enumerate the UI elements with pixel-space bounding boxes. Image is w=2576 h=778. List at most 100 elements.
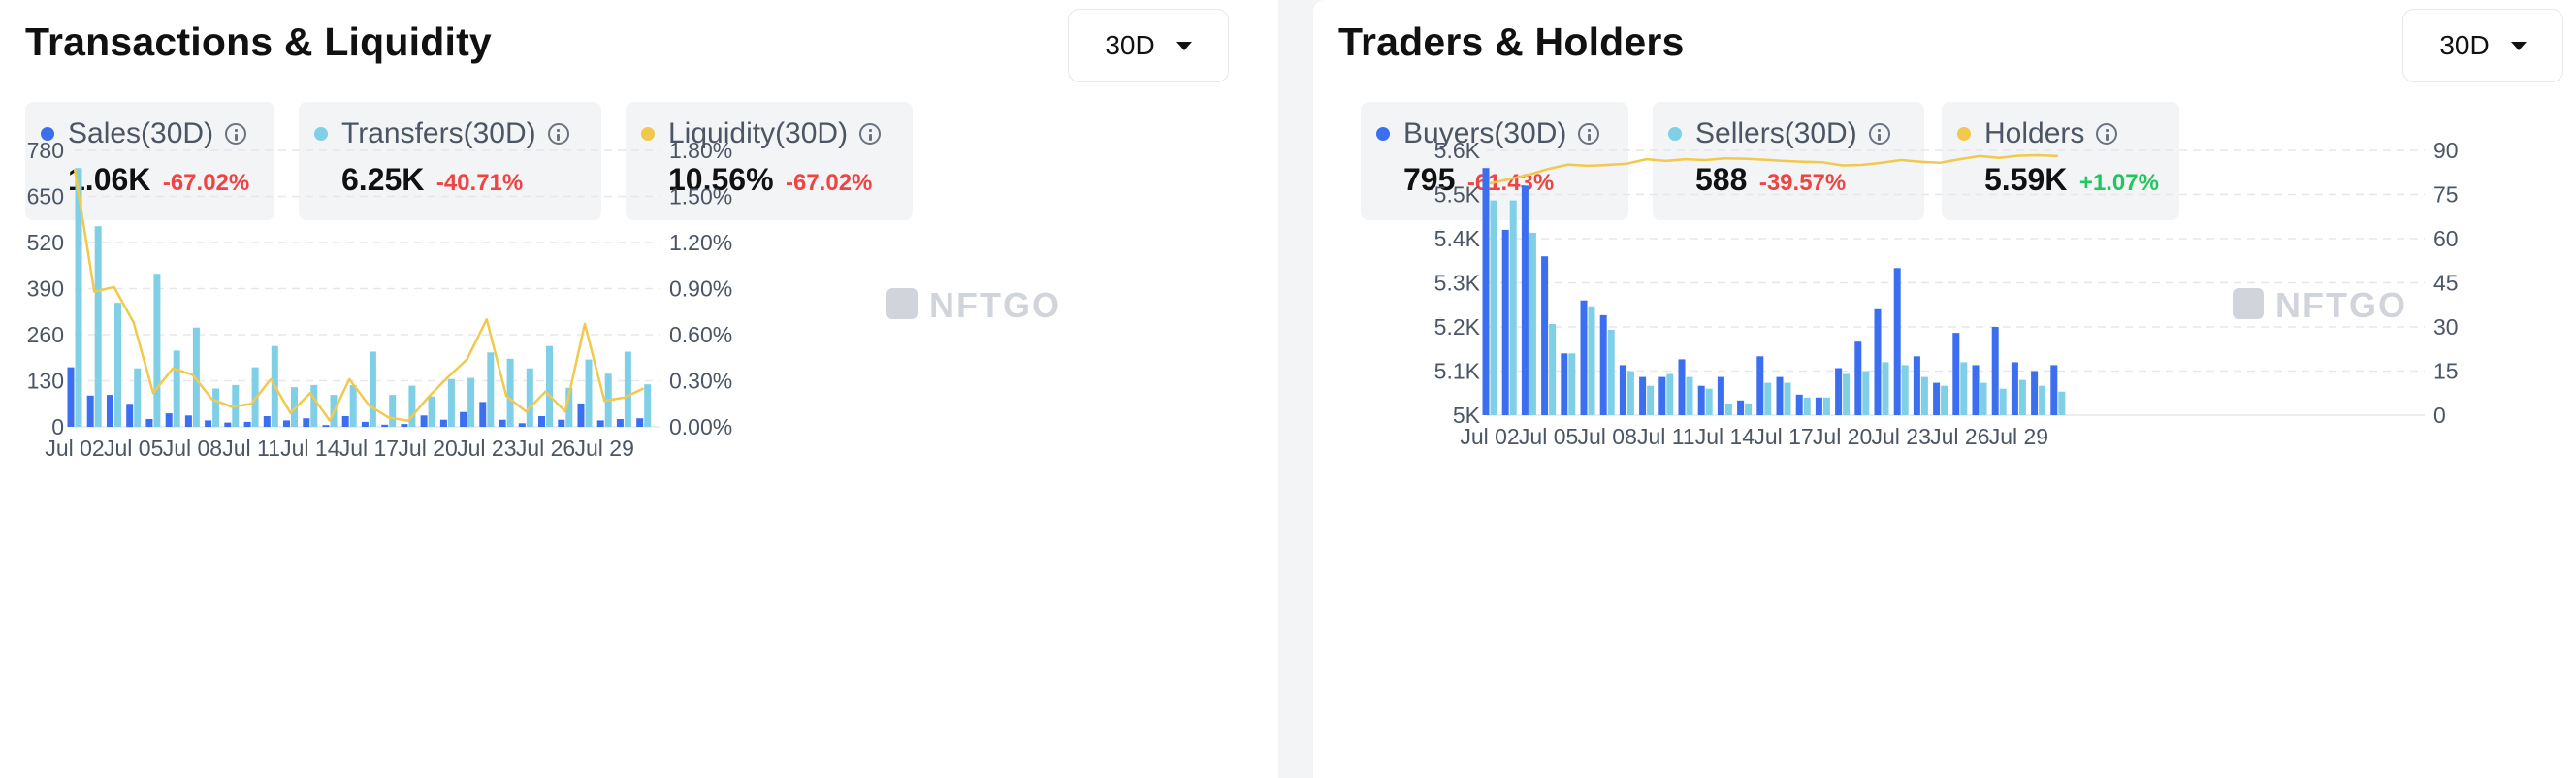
y-right-tick-label: 90 [2433,138,2459,163]
stat-label: Transfers(30D) [341,117,536,149]
sales-bar [636,418,644,427]
y-left-tick-label: 5.2K [1434,314,1481,340]
stat-value: 6.25K [341,162,425,197]
x-tick-label: Jul 20 [1813,424,1872,449]
y-left-tick-label: 780 [27,138,64,163]
y-left-tick-label: 5.6K [1434,138,1481,163]
sales-bar [596,420,604,427]
sellers-bar [1882,362,1889,415]
sellers-bar [1862,371,1870,415]
sales-bar [381,424,389,427]
buyers-bar [1815,397,1822,415]
info-icon[interactable] [225,123,247,145]
buyers-bar [1658,376,1666,415]
info-icon[interactable] [547,123,569,145]
buyers-bar [2050,365,2058,415]
y-right-tick-label: 75 [2433,182,2459,208]
traders-holders-chart: NFTGO 5K 5.1K 5.2K 5.3K 5.4K 5.5K 5.6K 0 15 30 45 6… [1434,138,2459,449]
transfers-bar [153,274,161,427]
info-icon[interactable] [1868,123,1890,145]
transfers-bar [212,388,220,427]
transfers-bar [173,350,180,427]
liquidity-stat-card: Liquidity(30D) 10.56% -67.02% [626,102,913,220]
sales-bar [107,395,113,427]
buyers-bar [1580,300,1588,415]
y-right-tick-label: 1.80% [669,138,732,163]
sales-bar [538,416,545,427]
buyers-bar [1874,308,1882,415]
y-left-tick-label: 5K [1453,403,1481,428]
buyers-bar [1933,382,1941,415]
info-icon[interactable] [1578,123,1600,145]
sales-bar [243,421,251,427]
sellers-bar [1588,306,1595,415]
buyers-bar [1678,359,1686,415]
x-tick-label: Jul 14 [1695,424,1755,449]
x-tick-label: Jul 23 [1872,424,1931,449]
sellers-bar [1607,330,1615,415]
transactions-liquidity-chart: NFTGO 0 130 260 390 520 650 780 0.00% 0.30% 0.60%… [27,138,1059,461]
sellers-bar [1999,388,2007,415]
time-range-dropdown[interactable]: 30D [1068,9,1229,82]
y-right-tick-label: 30 [2433,314,2459,340]
holders-legend-dot [1957,127,1971,141]
y-left-tick-label: 390 [27,276,64,302]
info-icon[interactable] [2096,123,2118,145]
nftgo-watermark: NFTGO [886,285,1059,325]
sales-bar [67,367,75,427]
buyers-bar [1737,400,1745,415]
stat-value: 588 [1695,162,1748,197]
transfers-stat-card: Transfers(30D) 6.25K -40.71% [299,102,601,220]
sales-bar [479,402,487,427]
transfers-bar [389,395,397,427]
sales-bar [283,420,290,427]
panel-title: Traders & Holders [1338,19,1685,64]
transfers-legend-dot [314,127,328,141]
x-tick-label: Jul 20 [398,436,457,461]
x-tick-label: Jul 17 [339,436,399,461]
stat-change: -61.43% [1466,170,1555,196]
nftgo-watermark-text: NFTGO [2275,285,2407,325]
sales-bar [558,419,565,427]
nftgo-logo-icon [2233,288,2264,319]
buyers-bar [1835,368,1843,415]
sellers-legend-dot [1668,127,1682,141]
y-left-tick-label: 260 [27,322,64,347]
info-icon[interactable] [859,123,882,145]
y-right-tick-label: 1.50% [669,184,732,210]
buyers-bar [1717,376,1724,415]
transfers-bar [349,384,357,427]
sales-bar [460,411,467,427]
y-left-tick-label: 5.1K [1434,359,1481,384]
buyers-bar [1854,341,1862,415]
y-right-tick-label: 15 [2433,359,2459,384]
stat-label: Sales(30D) [68,117,214,149]
time-range-dropdown[interactable]: 30D [2402,9,2563,82]
x-tick-label: Jul 26 [1930,424,1989,449]
transactions-liquidity-panel: Transactions & Liquidity 30D Sales(30D) … [0,0,1278,778]
sales-bar [145,419,153,427]
panel-title: Transactions & Liquidity [25,19,492,64]
transfers-bar [487,352,495,427]
x-tick-label: Jul 11 [1637,424,1695,449]
buyers-legend-dot [1376,127,1390,141]
sales-bar [439,419,447,427]
y-right-tick-label: 0.60% [669,322,732,347]
transfers-bar [428,396,435,427]
transfers-bar [526,368,533,427]
nftgo-watermark: NFTGO [2233,285,2407,325]
sellers-bar [1901,365,1909,415]
x-tick-label: Jul 23 [457,436,516,461]
y-right-tick-label: 0 [2433,403,2446,428]
sellers-bar [1647,385,1655,415]
transfers-bar [506,358,514,427]
y-left-tick-label: 5.4K [1434,226,1481,251]
sales-bar [322,425,330,427]
y-right-tick-label: 0.00% [669,414,732,439]
sellers-bar [1490,200,1497,415]
sales-stat-card: Sales(30D) 1.06K -67.02% [25,102,274,220]
y-left-tick-label: 130 [27,369,64,394]
caret-down-icon [2510,41,2527,50]
sales-bar [224,422,232,427]
sales-bar [499,419,506,427]
